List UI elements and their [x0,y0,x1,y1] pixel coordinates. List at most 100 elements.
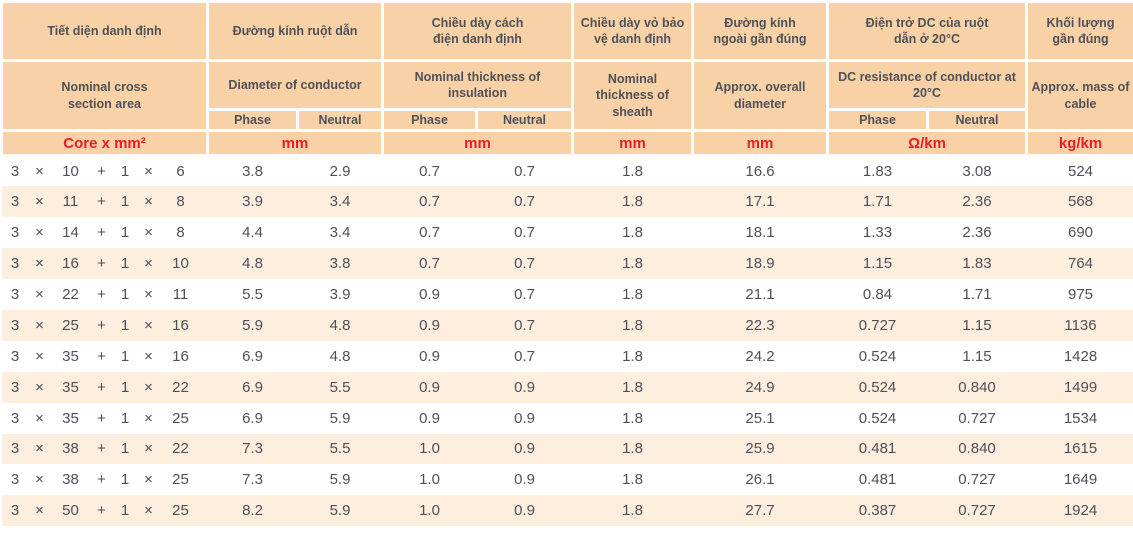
subheader-dc-neutral: Neutral [926,108,1028,132]
core-size-part: × [35,347,44,365]
header-core-en: Nominal cross section area [0,59,209,132]
header-row-phase-neutral: Phase Neutral Phase Neutral Phase Neutra… [2,108,1133,132]
core-size-part: × [144,163,153,181]
diameter_neutral-cell: 3.8 [329,255,351,273]
sheath-cell: 1.8 [622,286,643,303]
overall_diameter-cell: 22.3 [745,316,775,334]
core-size-parts: 3 × 35 +1 × 16 [2,348,208,365]
core-size-part: × [144,347,153,365]
core-size-part: × [144,409,153,427]
core-size-part: × [144,378,153,396]
table-row: 3 × 10 +1 × 6 3.8 2.9 0.7 0.7 1.8 16.6 1.83 3.08 524 [2,156,1133,187]
core-size-part: + [97,163,106,181]
dc_neutral-cell: 0.727 [958,471,996,489]
core-size-part: 8 [176,224,185,242]
core-size-part: 3 [10,440,20,458]
sheath-cell: 1.8 [622,502,643,520]
dc_neutral-cell: 0.840 [958,440,996,458]
mass-cell: 1924 [1063,502,1098,520]
diameter_phase-cell: 6.9 [242,378,263,396]
core-size-part: 1 [120,193,130,211]
mass-cell: 1615 [1063,440,1098,458]
core-size-part: 1 [120,163,130,181]
diameter_neutral-cell: 3.9 [329,286,351,303]
header-diameter-en: Diameter of conductor [206,59,384,111]
table-header: Tiết diện danh định Đường kính ruột dẫn … [0,0,1133,157]
core-size-parts: 3 × 25 +1 × 16 [2,317,208,334]
core-size-part: 11 [62,193,79,211]
table-row: 3 × 22 +1 × 11 5.5 3.9 0.9 0.7 1.8 21.1 0.84 1.71 975 [2,279,1133,310]
core-size-part: 1 [120,440,130,458]
core-size-part: × [35,255,44,273]
core-size-part: 1 [120,255,130,273]
core-size-part: × [35,378,44,396]
diameter_phase-cell: 5.9 [242,316,263,334]
core-size-part: × [144,316,153,334]
core-size-part: 10 [62,163,79,181]
core-size-part: 3 [10,255,20,273]
mass-cell: 568 [1067,193,1094,211]
core-size-part: 3 [10,378,20,396]
subheader-insulation-phase: Phase [381,108,478,132]
core-size-part: + [97,224,106,242]
dc_phase-cell: 1.33 [862,224,893,242]
header-overall-diameter-vn: Đường kính ngoài gần đúng [691,0,829,62]
sheath-cell: 1.8 [622,316,643,334]
table-row: 3 × 38 +1 × 22 7.3 5.5 1.0 0.9 1.8 25.9 0.481 0.840 16… [1,433,1133,465]
core-size-part: 22 [172,378,189,396]
core-size-parts: 3 × 11 +1 × 8 [2,193,208,210]
header-dc-resistance-en: DC resistance of conductor at 20°C [826,59,1028,111]
header-sheath-en: Nominal thickness of sheath [571,59,694,132]
core-size-part: 1 [120,378,130,396]
core-size-part: + [97,440,106,458]
insulation_neutral-cell: 0.9 [514,409,535,427]
dc_neutral-cell: 1.83 [962,255,992,273]
core-size-part: × [144,286,153,303]
core-size-cell: 3 × 10 +1 × 6 [2,156,208,187]
diameter_neutral-cell: 2.9 [329,163,351,181]
unit-sheath: mm [571,129,694,157]
core-size-part: × [144,193,153,211]
mass-cell: 1534 [1063,409,1098,427]
core-size-part: 14 [62,224,79,242]
mass-cell: 690 [1067,224,1094,242]
core-size-part: × [35,193,44,211]
header-row-vietnamese: Tiết diện danh định Đường kính ruột dẫn … [0,0,1133,62]
overall_diameter-cell: 26.1 [745,471,775,489]
dc_phase-cell: 1.71 [862,193,893,211]
diameter_phase-cell: 4.4 [242,224,263,242]
insulation_phase-cell: 0.9 [419,347,440,365]
overall_diameter-cell: 17.1 [745,193,775,211]
subheader-dc-phase: Phase [826,108,929,132]
core-size-part: 1 [120,471,130,489]
insulation_phase-cell: 0.7 [419,255,440,273]
insulation_neutral-cell: 0.9 [514,471,535,489]
diameter_phase-cell: 5.5 [242,286,263,303]
overall_diameter-cell: 25.9 [745,440,775,458]
table-row: 3 × 11 +1 × 8 3.9 3.4 0.7 0.7 1.8 17.1 1.71 2.36 568 [1,186,1133,218]
dc_phase-cell: 0.481 [858,440,897,458]
unit-dc-resistance: Ω/km [826,129,1028,157]
insulation_phase-cell: 0.9 [419,409,440,427]
overall_diameter-cell: 18.9 [745,255,775,273]
table-row: 3 × 35 +1 × 16 6.9 4.8 0.9 0.7 1.8 24.2 0.524 1.15 142… [2,341,1133,372]
sheath-cell: 1.8 [622,193,643,211]
header-core-vn: Tiết diện danh định [0,0,209,62]
core-size-part: 3 [10,471,20,489]
core-size-part: × [35,163,44,181]
insulation_phase-cell: 0.7 [419,224,440,242]
dc_neutral-cell: 1.15 [962,347,992,365]
core-size-part: × [144,440,153,458]
core-size-cell: 3 × 35 +1 × 25 [2,403,208,434]
core-size-part: 1 [120,409,130,427]
core-size-parts: 3 × 38 +1 × 25 [2,471,208,488]
unit-overall-diameter: mm [691,129,829,157]
table-body: 3 × 10 +1 × 6 3.8 2.9 0.7 0.7 1.8 16.6 1.83 3.08 524 3 ×… [1,156,1133,527]
table-row: 3 × 35 +1 × 25 6.9 5.9 0.9 0.9 1.8 25.1 0.524 0.727 15… [2,403,1133,434]
subheader-insulation-neutral: Neutral [475,108,574,132]
core-size-part: × [144,471,153,489]
header-insulation-vn: Chiều dày cách điện danh định [381,0,574,62]
header-sheath-vn: Chiều dày vỏ bảo vệ danh định [571,0,694,62]
core-size-part: 3 [10,193,20,211]
dc_neutral-cell: 0.840 [958,378,996,396]
